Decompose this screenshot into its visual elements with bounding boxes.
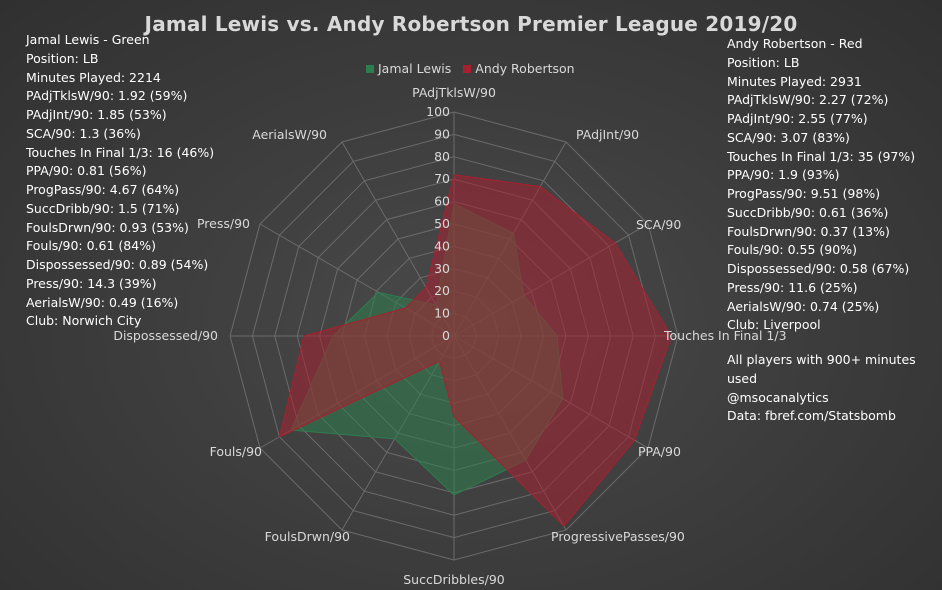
robertson-info-line: Fouls/90: 0.55 (90%) bbox=[727, 242, 857, 258]
radial-tick-label: 0 bbox=[442, 328, 450, 343]
robertson-info-line: PPA/90: 1.9 (93%) bbox=[727, 167, 840, 183]
note-line: All players with 900+ minutes bbox=[727, 352, 916, 367]
jamal-info-line: Position: LB bbox=[26, 50, 99, 66]
robertson-info-line: SCA/90: 3.07 (83%) bbox=[727, 129, 850, 145]
robertson-info-line: Minutes Played: 2931 bbox=[727, 73, 862, 89]
jamal-info-line: Minutes Played: 2214 bbox=[26, 69, 161, 85]
axis-label: SCA/90 bbox=[636, 217, 681, 232]
radial-tick-label: 60 bbox=[434, 194, 450, 209]
robertson-info-line: Touches In Final 1/3: 35 (97%) bbox=[727, 148, 916, 164]
radial-tick-label: 70 bbox=[434, 171, 450, 186]
radial-tick-label: 90 bbox=[434, 126, 450, 141]
jamal-info-line: Touches In Final 1/3: 16 (46%) bbox=[26, 144, 215, 160]
jamal-info-line: Fouls/90: 0.61 (84%) bbox=[26, 238, 156, 254]
jamal-info-line: Club: Norwich City bbox=[26, 313, 142, 329]
robertson-info-line: Club: Liverpool bbox=[727, 317, 821, 333]
chart-legend: Jamal Lewis Andy Robertson bbox=[366, 61, 587, 76]
radial-tick-label: 40 bbox=[434, 238, 450, 253]
jamal-info-line: PAdjInt/90: 1.85 (53%) bbox=[26, 107, 167, 122]
radar-series-andy bbox=[278, 174, 672, 527]
axis-label: Dispossessed/90 bbox=[113, 328, 218, 343]
jamal-info-line: Jamal Lewis - Green bbox=[26, 32, 150, 47]
robertson-info-line: Andy Robertson - Red bbox=[727, 36, 863, 51]
robertson-info-line: PAdjTklsW/90: 2.27 (72%) bbox=[727, 92, 889, 108]
jamal-info-line: ProgPass/90: 4.67 (64%) bbox=[26, 182, 180, 197]
radial-tick-label: 100 bbox=[426, 104, 450, 119]
robertson-info-line: Position: LB bbox=[727, 54, 800, 70]
axis-label: FoulsDrwn/90 bbox=[265, 529, 350, 544]
jamal-info-line: PAdjTklsW/90: 1.92 (59%) bbox=[26, 88, 188, 104]
axis-label: ProgressivePasses/90 bbox=[551, 529, 685, 544]
legend-label-jamal: Jamal Lewis bbox=[378, 61, 452, 76]
jamal-info-panel: Jamal Lewis - Green Position: LB Minutes P… bbox=[26, 31, 214, 331]
legend-item-andy: Andy Robertson bbox=[463, 61, 575, 76]
axis-label: Touches In Final 1/3 bbox=[663, 328, 787, 343]
notes-panel: All players with 900+ minutes used @msocan… bbox=[727, 351, 916, 426]
robertson-info-line: PAdjInt/90: 2.55 (77%) bbox=[727, 111, 868, 126]
legend-swatch-jamal bbox=[366, 64, 374, 73]
jamal-info-line: SuccDribb/90: 1.5 (71%) bbox=[26, 200, 180, 216]
jamal-info-line: Dispossessed/90: 0.89 (54%) bbox=[26, 257, 209, 272]
robertson-info-line: Dispossessed/90: 0.58 (67%) bbox=[727, 261, 910, 276]
robertson-info-line: ProgPass/90: 9.51 (98%) bbox=[727, 186, 881, 201]
jamal-info-line: FoulsDrwn/90: 0.93 (53%) bbox=[26, 219, 189, 235]
robertson-info-line: FoulsDrwn/90: 0.37 (13%) bbox=[727, 223, 890, 239]
axis-label: PAdjTklsW/90 bbox=[412, 85, 496, 100]
note-line: used bbox=[727, 370, 758, 386]
radial-tick-label: 80 bbox=[434, 149, 450, 164]
jamal-info-line: AerialsW/90: 0.49 (16%) bbox=[26, 294, 179, 310]
radial-tick-label: 10 bbox=[434, 306, 450, 321]
legend-label-andy: Andy Robertson bbox=[475, 61, 575, 76]
chart-title: Jamal Lewis vs. Andy Robertson Premier L… bbox=[144, 12, 798, 36]
robertson-info-panel: Andy Robertson - Red Position: LB Minutes … bbox=[727, 35, 915, 335]
robertson-info-line: Press/90: 11.6 (25%) bbox=[727, 279, 858, 295]
jamal-info-line: PPA/90: 0.81 (56%) bbox=[26, 163, 147, 179]
radial-tick-label: 50 bbox=[434, 216, 450, 231]
radial-tick-label: 30 bbox=[434, 261, 450, 276]
axis-label: Fouls/90 bbox=[210, 444, 262, 459]
axis-label: Press/90 bbox=[197, 216, 250, 231]
axis-label: SuccDribbles/90 bbox=[403, 572, 505, 587]
jamal-info-line: Press/90: 14.3 (39%) bbox=[26, 275, 157, 291]
radial-tick-label: 20 bbox=[434, 283, 450, 298]
robertson-info-line: SuccDribb/90: 0.61 (36%) bbox=[727, 204, 889, 220]
axis-label: PPA/90 bbox=[638, 444, 681, 459]
robertson-info-line: AerialsW/90: 0.74 (25%) bbox=[727, 298, 880, 314]
axis-label: PAdjInt/90 bbox=[576, 127, 639, 142]
legend-swatch-andy bbox=[463, 64, 472, 73]
axis-label: AerialsW/90 bbox=[252, 127, 327, 142]
note-line: @msocanalytics bbox=[727, 389, 829, 405]
legend-item-jamal: Jamal Lewis bbox=[366, 61, 451, 76]
note-line: Data: fbref.com/Statsbomb bbox=[727, 408, 896, 424]
jamal-info-line: SCA/90: 1.3 (36%) bbox=[26, 125, 141, 141]
